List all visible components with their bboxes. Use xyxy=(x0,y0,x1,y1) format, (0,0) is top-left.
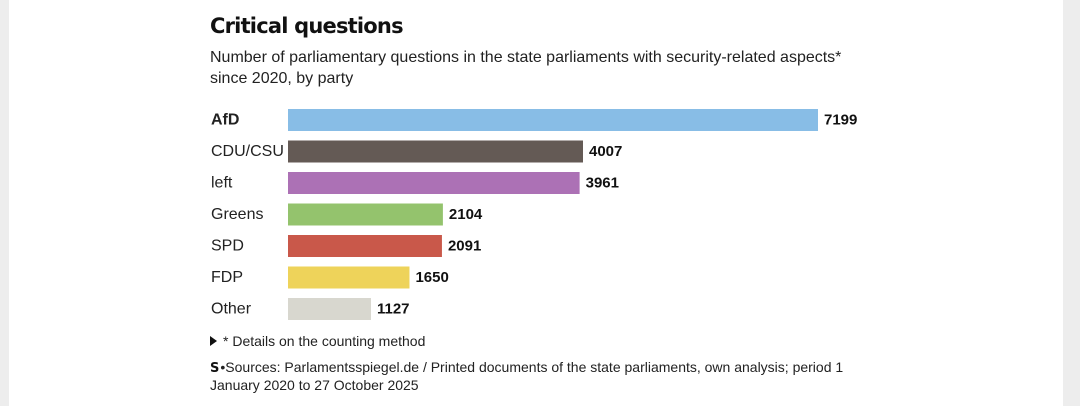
category-label: left xyxy=(211,175,233,192)
counting-method-toggle[interactable]: * Details on the counting method xyxy=(210,333,425,349)
bar xyxy=(288,109,818,131)
bar xyxy=(288,298,371,320)
bar xyxy=(288,140,584,163)
counting-method-label[interactable]: * Details on the counting method xyxy=(223,333,426,349)
value-label: 3961 xyxy=(586,175,619,192)
value-label: 1650 xyxy=(415,269,448,286)
chart-card: Critical questions Number of parliamenta… xyxy=(9,0,1063,406)
category-label: Greens xyxy=(211,206,263,223)
category-label: Other xyxy=(211,301,252,318)
category-label: SPD xyxy=(211,238,244,255)
bar xyxy=(288,203,443,226)
spiegel-logo-icon: S xyxy=(210,361,220,376)
category-label: CDU/CSU xyxy=(211,143,284,160)
value-label: 2091 xyxy=(448,238,481,255)
bar xyxy=(288,266,410,289)
source-note: S•Sources: Parlamentsspiegel.de / Printe… xyxy=(210,359,870,394)
category-label: AfD xyxy=(211,112,239,129)
value-label: 1127 xyxy=(377,301,410,318)
chart-title: Critical questions xyxy=(210,14,404,38)
source-text-line-1: Sources: Parlamentsspiegel.de / Printed … xyxy=(225,359,844,375)
value-label: 7199 xyxy=(824,112,857,129)
bar xyxy=(288,172,580,194)
category-label: FDP xyxy=(211,269,243,286)
value-label: 2104 xyxy=(449,206,483,223)
source-text-line-2: January 2020 to 27 October 2025 xyxy=(210,377,419,393)
source-line: S•Sources: Parlamentsspiegel.de / Printe… xyxy=(210,359,844,376)
expand-triangle-icon[interactable] xyxy=(210,336,217,346)
value-label: 4007 xyxy=(589,143,622,160)
bar xyxy=(288,235,442,257)
bar-chart: AfD 7199 CDU/CSU 4007 left 3961 Greens 2104 SPD 2… xyxy=(211,109,857,320)
chart-subtitle-line: Number of parliamentary questions in the… xyxy=(210,49,842,66)
chart-subtitle-line: since 2020, by party xyxy=(210,70,354,87)
chart-subtitle: Number of parliamentary questions in the… xyxy=(210,47,890,89)
